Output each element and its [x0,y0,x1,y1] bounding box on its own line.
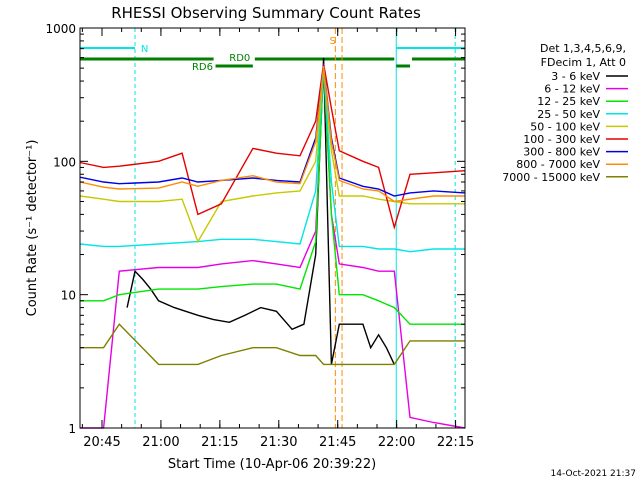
y-tick-label: 100 [53,155,76,169]
series-line-25-50kev [79,65,465,253]
series-line-7000-15000kev [80,323,465,366]
x-tick-label: 21:30 [260,435,297,450]
legend-entry-label: 12 - 25 keV [537,95,600,108]
rd6-flag-label: RD6 [192,62,213,73]
y-axis-label: Count Rate (s⁻¹ detector⁻¹) [25,140,40,317]
legend-entry-label: 800 - 7000 keV [516,158,600,171]
legend: Det 1,3,4,5,6,9,FDecim 1, Att 03 - 6 keV… [502,42,628,184]
series-line-300-800kev [79,64,466,197]
flag-lines: N RD0 RD6 S [80,28,465,428]
timestamp: 14-Oct-2021 21:37 [551,469,636,479]
y-tick-label: 10 [61,289,76,303]
x-tick-label: 21:00 [142,435,179,450]
x-tick-label: 20:45 [83,435,120,450]
series-line-50-100kev [79,65,465,244]
series-line-3-6kev [126,57,395,365]
chart-title: RHESSI Observing Summary Count Rates [111,4,421,22]
x-tick-label: 22:15 [437,435,474,450]
legend-entry-label: 25 - 50 keV [537,108,600,121]
series-line-800-7000kev [79,65,465,203]
legend-entry-label: 7000 - 15000 keV [502,171,600,184]
x-tick-label: 21:15 [201,435,238,450]
series-line-100-300kev [79,63,466,230]
x-axis-label: Start Time (10-Apr-06 20:39:22) [168,457,376,472]
axes-layer: 1 10 100 1000 20:45 21:00 21:15 21:30 21:45 22:00… [45,22,474,450]
legend-entry-label: 50 - 100 keV [530,120,600,133]
saa-flag-label: S [329,36,335,47]
y-tick-label: 1 [68,422,76,436]
plot-frame [79,27,466,429]
x-tick-label: 21:45 [319,435,356,450]
y-tick-label: 1000 [45,22,76,36]
legend-entry-label: 3 - 6 keV [551,70,600,83]
x-tick-label: 22:00 [378,435,415,450]
legend-entry-label: 6 - 12 keV [544,83,600,96]
series-line-12-25kev [80,65,465,325]
series-layer [79,57,466,429]
legend-header: FDecim 1, Att 0 [541,56,626,69]
rd0-flag-label: RD0 [229,53,250,64]
legend-entry-label: 300 - 800 keV [523,146,600,159]
legend-header: Det 1,3,4,5,6,9, [540,42,626,55]
legend-entry-label: 100 - 300 keV [523,133,600,146]
night-flag-label: N [141,44,148,55]
